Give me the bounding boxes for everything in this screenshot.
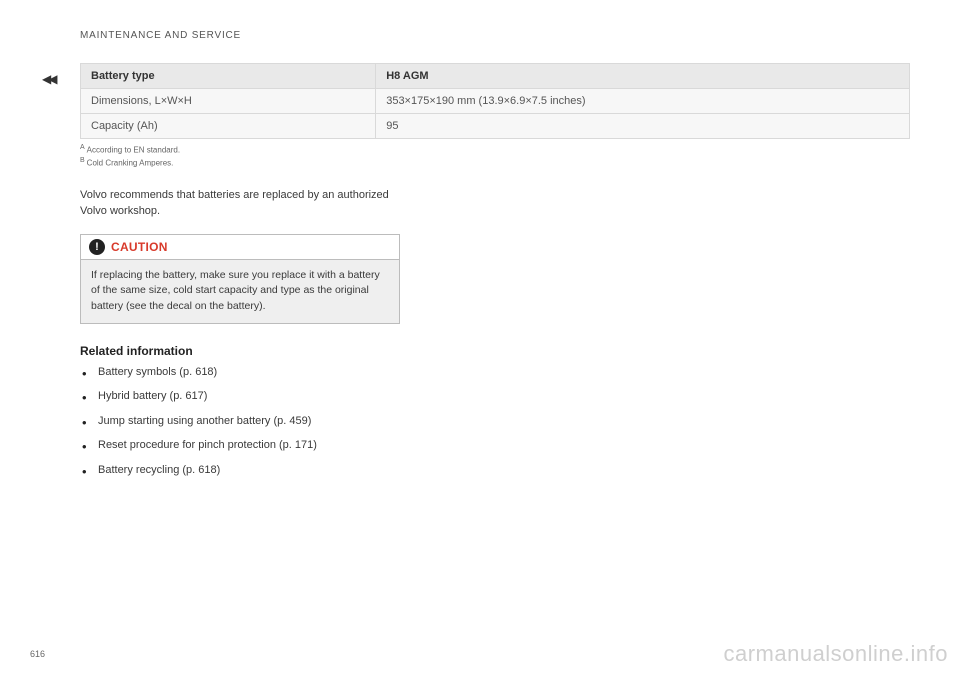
caution-body-text: If replacing the battery, make sure you … [81,260,399,323]
caution-icon: ! [89,239,105,255]
body-paragraph: Volvo recommends that batteries are repl… [80,187,400,220]
table-cell: Capacity (Ah) [81,114,376,139]
list-item: Battery recycling (p. 618) [80,462,400,479]
page-number: 616 [30,649,45,659]
list-item: Hybrid battery (p. 617) [80,388,400,405]
table-header-cell: Battery type [81,64,376,89]
table-cell: Dimensions, L×W×H [81,89,376,114]
caution-header: ! CAUTION [81,235,399,260]
list-item: Battery symbols (p. 618) [80,364,400,381]
list-item: Reset procedure for pinch protection (p.… [80,437,400,454]
caution-label: CAUTION [111,240,168,254]
related-info-list: Battery symbols (p. 618) Hybrid battery … [80,364,400,479]
running-head: MAINTENANCE AND SERVICE [80,30,910,41]
caution-box: ! CAUTION If replacing the battery, make… [80,234,400,324]
table-cell: 95 [376,114,910,139]
table-header-row: Battery type H8 AGM [81,64,910,89]
table-row: Dimensions, L×W×H 353×175×190 mm (13.9×6… [81,89,910,114]
watermark-text: carmanualsonline.info [723,641,948,667]
table-cell: 353×175×190 mm (13.9×6.9×7.5 inches) [376,89,910,114]
footnote-sup: B [80,157,85,164]
table-row: Capacity (Ah) 95 [81,114,910,139]
battery-spec-table: Battery type H8 AGM Dimensions, L×W×H 35… [80,63,910,139]
table-footnotes: AAccording to EN standard. BCold Crankin… [80,143,910,169]
footnote-b: BCold Cranking Amperes. [80,156,910,169]
footnote-sup: A [80,144,85,151]
table-header-cell: H8 AGM [376,64,910,89]
list-item: Jump starting using another battery (p. … [80,413,400,430]
footnote-text: According to EN standard. [87,146,180,155]
page: MAINTENANCE AND SERVICE ◀◀ Battery type … [0,0,960,677]
content-area: Battery type H8 AGM Dimensions, L×W×H 35… [80,63,910,478]
footnote-a: AAccording to EN standard. [80,143,910,156]
related-info-heading: Related information [80,344,910,358]
continued-marker-icon: ◀◀ [42,72,54,86]
footnote-text: Cold Cranking Amperes. [87,159,174,168]
